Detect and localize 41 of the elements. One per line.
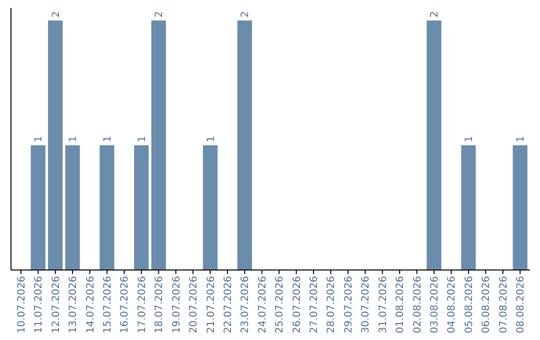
data-label: 2 — [240, 11, 252, 18]
x-tick-label: 21.07.2026 — [206, 276, 217, 334]
x-tick-label: 26.07.2026 — [292, 276, 303, 334]
x-tick-label: 24.07.2026 — [257, 276, 268, 334]
data-label: 1 — [206, 136, 217, 142]
x-tick-label: 12.07.2026 — [50, 276, 62, 334]
data-label: 1 — [136, 136, 148, 142]
x-tick-label: 16.07.2026 — [120, 276, 131, 334]
x-tick-label: 20.07.2026 — [188, 276, 200, 334]
x-tick-label: 18.07.2026 — [154, 276, 166, 334]
data-label: 2 — [430, 11, 441, 18]
data-label: 1 — [102, 136, 114, 142]
x-tick-label: 27.07.2026 — [309, 276, 320, 334]
x-tick-label: 19.07.2026 — [171, 276, 182, 334]
x-tick-label: 11.07.2026 — [34, 276, 45, 334]
data-label: 2 — [50, 11, 62, 18]
x-tick-label: 05.08.2026 — [464, 276, 475, 334]
x-tick-label: 17.07.2026 — [136, 276, 148, 334]
x-tick-label: 30.07.2026 — [360, 276, 372, 334]
x-tick-label: 22.07.2026 — [222, 276, 234, 334]
x-tick-label: 04.08.2026 — [446, 276, 458, 334]
data-label: 1 — [68, 136, 80, 142]
x-tick-label: 15.07.2026 — [102, 276, 114, 334]
x-tick-label: 07.08.2026 — [498, 276, 510, 334]
x-tick-label: 02.08.2026 — [412, 276, 424, 334]
x-tick-label: 13.07.2026 — [68, 276, 80, 334]
data-label: 2 — [154, 11, 166, 18]
data-label: 1 — [34, 136, 45, 142]
x-tick-label: 06.08.2026 — [481, 276, 492, 334]
x-tick-label: 28.07.2026 — [326, 276, 338, 334]
x-tick-label: 31.07.2026 — [378, 276, 389, 334]
x-tick-label: 03.08.2026 — [430, 276, 441, 334]
x-tick-label: 10.07.2026 — [16, 276, 28, 334]
x-tick-label: 25.07.2026 — [274, 276, 286, 334]
x-tick-label: 01.08.2026 — [395, 276, 406, 334]
x-tick-label: 29.07.2026 — [343, 276, 354, 334]
x-tick-label: 23.07.2026 — [240, 276, 252, 334]
data-label: 1 — [516, 136, 527, 142]
x-tick-label: 08.08.2026 — [516, 276, 527, 334]
data-label: 1 — [464, 136, 475, 142]
x-tick-label: 14.07.2026 — [85, 276, 96, 334]
